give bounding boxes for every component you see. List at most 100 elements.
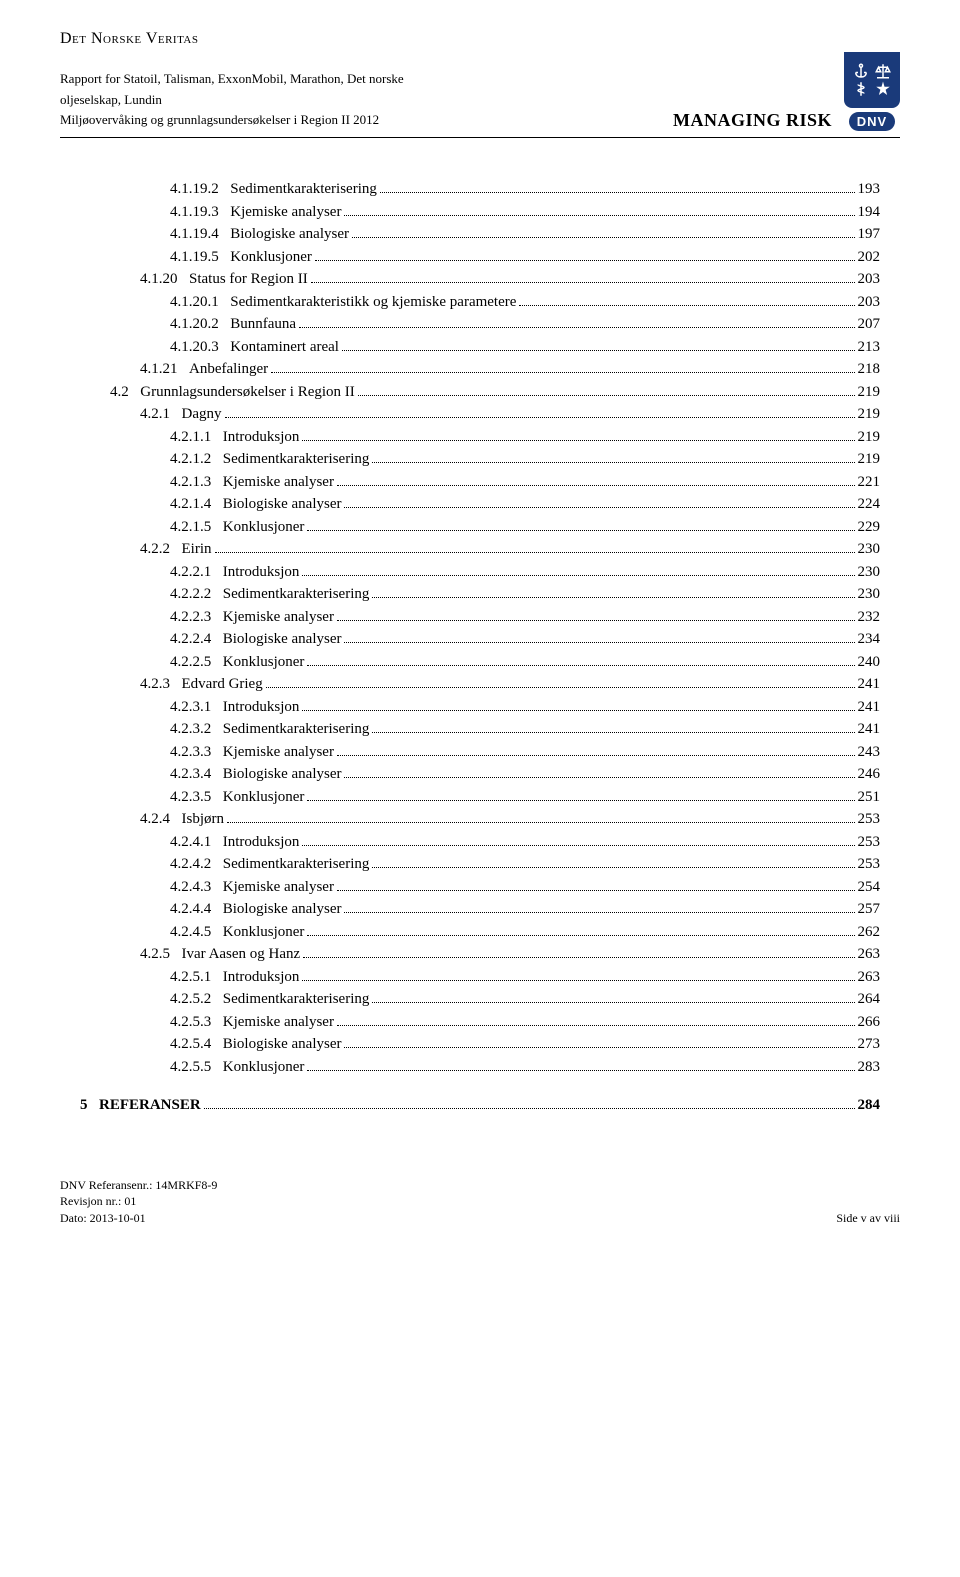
toc-label: Introduksjon [211, 696, 299, 719]
toc-label: Konklusjoner [211, 786, 304, 809]
toc-label: Introduksjon [211, 831, 299, 854]
toc-label: Sedimentkarakteristikk og kjemiske param… [219, 291, 517, 314]
table-of-contents: 4.1.19.2 Sedimentkarakterisering 1934.1.… [60, 178, 900, 1117]
toc-label: Kjemiske analyser [211, 606, 334, 629]
toc-entry: 4.2.1.4 Biologiske analyser 224 [80, 493, 880, 516]
toc-label: REFERANSER [88, 1094, 201, 1117]
toc-page: 264 [858, 988, 881, 1011]
toc-label: Kjemiske analyser [211, 471, 334, 494]
toc-label: Konklusjoner [211, 516, 304, 539]
toc-entry: 4.2.5 Ivar Aasen og Hanz 263 [80, 943, 880, 966]
managing-risk-label: MANAGING RISK [673, 110, 832, 131]
toc-page: 213 [858, 336, 881, 359]
toc-entry: 4.2.3.3 Kjemiske analyser 243 [80, 741, 880, 764]
toc-entry: 4.2.2.4 Biologiske analyser 234 [80, 628, 880, 651]
toc-entry: 4.1.20.1 Sedimentkarakteristikk og kjemi… [80, 291, 880, 314]
toc-page: 219 [858, 448, 881, 471]
toc-number: 4.2.2.5 [170, 651, 211, 674]
toc-page: 240 [858, 651, 881, 674]
toc-label: Kjemiske analyser [211, 876, 334, 899]
toc-page: 257 [858, 898, 881, 921]
toc-leader-dots [225, 417, 855, 418]
toc-leader-dots [302, 710, 854, 711]
toc-number: 4.1.19.4 [170, 223, 219, 246]
toc-entry: 4.2.5.1 Introduksjon 263 [80, 966, 880, 989]
toc-leader-dots [344, 912, 854, 913]
toc-label: Sedimentkarakterisering [211, 853, 369, 876]
toc-entry: 4.1.19.2 Sedimentkarakterisering 193 [80, 178, 880, 201]
toc-label: Eirin [170, 538, 212, 561]
page-footer: DNV Referansenr.: 14MRKF8-9 Revisjon nr.… [60, 1177, 900, 1227]
anchor-icon [852, 62, 870, 80]
toc-number: 4.2.5 [140, 943, 170, 966]
toc-number: 4.2.1.2 [170, 448, 211, 471]
star-icon [874, 80, 892, 98]
toc-leader-dots [307, 665, 854, 666]
toc-leader-dots [372, 1002, 854, 1003]
dnv-tag: DNV [849, 112, 895, 131]
toc-label: Kjemiske analyser [211, 741, 334, 764]
toc-entry: 4.1.20.3 Kontaminert areal 213 [80, 336, 880, 359]
toc-label: Isbjørn [170, 808, 224, 831]
toc-page: 234 [858, 628, 881, 651]
toc-number: 4.2.5.4 [170, 1033, 211, 1056]
report-line: oljeselskap, Lundin [60, 91, 673, 109]
toc-label: Ivar Aasen og Hanz [170, 943, 300, 966]
toc-leader-dots [307, 1070, 854, 1071]
toc-number: 4.1.20.1 [170, 291, 219, 314]
toc-page: 194 [858, 201, 881, 224]
toc-label: Biologiske analyser [211, 1033, 341, 1056]
toc-number: 4.2.4.4 [170, 898, 211, 921]
toc-number: 4.2.5.1 [170, 966, 211, 989]
toc-entry: 4.2.2 Eirin 230 [80, 538, 880, 561]
toc-entry: 4.2.3.2 Sedimentkarakterisering 241 [80, 718, 880, 741]
toc-entry: 4.2.1.2 Sedimentkarakterisering 219 [80, 448, 880, 471]
toc-page: 273 [858, 1033, 881, 1056]
toc-entry: 4.1.19.5 Konklusjoner 202 [80, 246, 880, 269]
toc-leader-dots [380, 192, 855, 193]
toc-leader-dots [344, 642, 854, 643]
toc-number: 4.2.1.3 [170, 471, 211, 494]
toc-number: 4.1.20.3 [170, 336, 219, 359]
toc-page: 230 [858, 538, 881, 561]
toc-page: 254 [858, 876, 881, 899]
toc-leader-dots [307, 935, 854, 936]
toc-leader-dots [337, 890, 855, 891]
toc-entry: 4.2.2.5 Konklusjoner 240 [80, 651, 880, 674]
toc-page: 263 [858, 966, 881, 989]
toc-number: 4.1.19.5 [170, 246, 219, 269]
toc-label: Kjemiske analyser [219, 201, 342, 224]
toc-number: 4.2.3.3 [170, 741, 211, 764]
toc-number: 4.2.2.2 [170, 583, 211, 606]
toc-number: 4.2.2.4 [170, 628, 211, 651]
toc-page: 207 [858, 313, 881, 336]
toc-page: 263 [858, 943, 881, 966]
toc-entry: 4.1.20 Status for Region II 203 [80, 268, 880, 291]
toc-entry: 4.1.21 Anbefalinger 218 [80, 358, 880, 381]
toc-label: Introduksjon [211, 561, 299, 584]
toc-page: 203 [858, 291, 881, 314]
toc-leader-dots [337, 755, 855, 756]
toc-page: 202 [858, 246, 881, 269]
toc-number: 4.2.3.5 [170, 786, 211, 809]
toc-label: Konklusjoner [219, 246, 312, 269]
toc-entry: 4.2.4.1 Introduksjon 253 [80, 831, 880, 854]
toc-leader-dots [302, 575, 854, 576]
toc-number: 4.2.3.1 [170, 696, 211, 719]
toc-page: 197 [858, 223, 881, 246]
toc-leader-dots [344, 777, 854, 778]
toc-leader-dots [358, 395, 855, 396]
toc-leader-dots [302, 845, 854, 846]
toc-page: 241 [858, 718, 881, 741]
toc-leader-dots [337, 1025, 855, 1026]
toc-leader-dots [215, 552, 855, 553]
toc-number: 4.1.19.2 [170, 178, 219, 201]
toc-page: 253 [858, 831, 881, 854]
toc-page: 230 [858, 583, 881, 606]
toc-label: Grunnlagsundersøkelser i Region II [129, 381, 355, 404]
report-subtitle: Miljøovervåking og grunnlagsundersøkelse… [60, 111, 673, 129]
toc-leader-dots [303, 957, 854, 958]
toc-page: 219 [858, 426, 881, 449]
toc-number: 5 [80, 1094, 88, 1117]
toc-number: 4.1.20.2 [170, 313, 219, 336]
